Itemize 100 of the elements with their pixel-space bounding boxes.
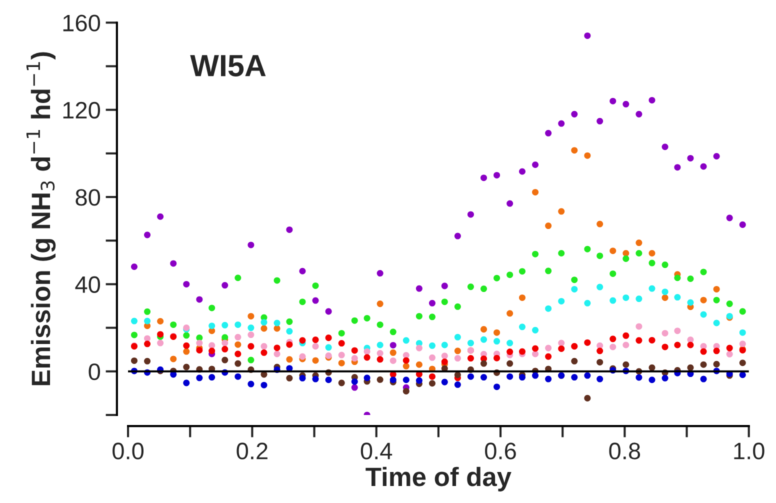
point [480,326,488,333]
point [376,342,384,348]
point [571,110,578,118]
x-axis-title: Time of day [366,466,512,492]
point [467,373,474,380]
point [428,342,436,349]
point [130,332,138,338]
point [144,358,151,364]
point [610,336,616,342]
point [196,296,203,303]
point [260,319,268,326]
point [506,310,514,317]
point [222,322,228,328]
point [674,274,681,282]
point [662,262,668,268]
point [610,248,616,254]
text: WI5A [190,55,266,76]
point [494,354,500,362]
point [260,349,268,356]
point [467,355,474,362]
point [248,343,254,350]
point [222,340,228,346]
point [584,246,591,252]
point [571,147,578,154]
point [183,380,190,386]
point [467,340,474,346]
point [674,328,681,334]
point [571,374,578,381]
point [713,360,720,368]
point [584,394,591,402]
point [610,98,616,104]
point [467,284,474,290]
point [480,374,488,381]
point [532,161,539,168]
point [183,332,190,339]
point [274,344,280,352]
point [596,284,604,290]
point [713,152,720,160]
point [144,232,151,238]
point [338,330,345,336]
point [648,250,656,256]
point [454,372,461,378]
point [234,334,242,340]
point [480,336,488,343]
point [338,380,345,386]
point [518,374,526,381]
point [700,163,707,170]
point [571,358,578,364]
point [454,381,461,388]
y-tick-label: 160 [63,14,100,32]
point [518,268,526,275]
point [351,355,358,362]
point [467,211,474,218]
point [364,314,370,322]
point [584,300,591,306]
point [545,344,552,352]
point [506,200,514,207]
point [234,373,242,380]
point [312,376,319,382]
point [454,348,461,354]
point [726,350,733,358]
point [364,354,370,361]
point [610,270,616,277]
point [545,268,552,274]
point [208,348,216,354]
x-tick-label: 0.8 [609,442,640,460]
point [416,285,422,292]
y-tick-label: 120 [63,102,100,119]
point [726,344,733,352]
point [596,118,604,124]
point [144,308,151,315]
point [286,356,293,363]
point [157,213,164,220]
point [208,322,216,330]
point [687,364,694,371]
point [416,377,422,384]
point [248,356,254,364]
point [648,260,656,266]
point [596,252,604,260]
point [558,120,565,127]
point [390,328,396,336]
point [480,286,488,292]
point [494,274,500,282]
point [364,348,370,355]
point [700,311,707,318]
point [480,174,488,182]
point [428,373,436,380]
point [506,348,514,356]
point [441,352,448,360]
point [286,328,293,335]
point [506,373,514,380]
point [518,294,526,301]
point [376,300,384,308]
point [687,299,694,306]
point [596,348,604,354]
point [662,144,668,150]
point [454,355,461,362]
point [558,250,565,256]
point [183,364,190,370]
point [558,298,565,304]
